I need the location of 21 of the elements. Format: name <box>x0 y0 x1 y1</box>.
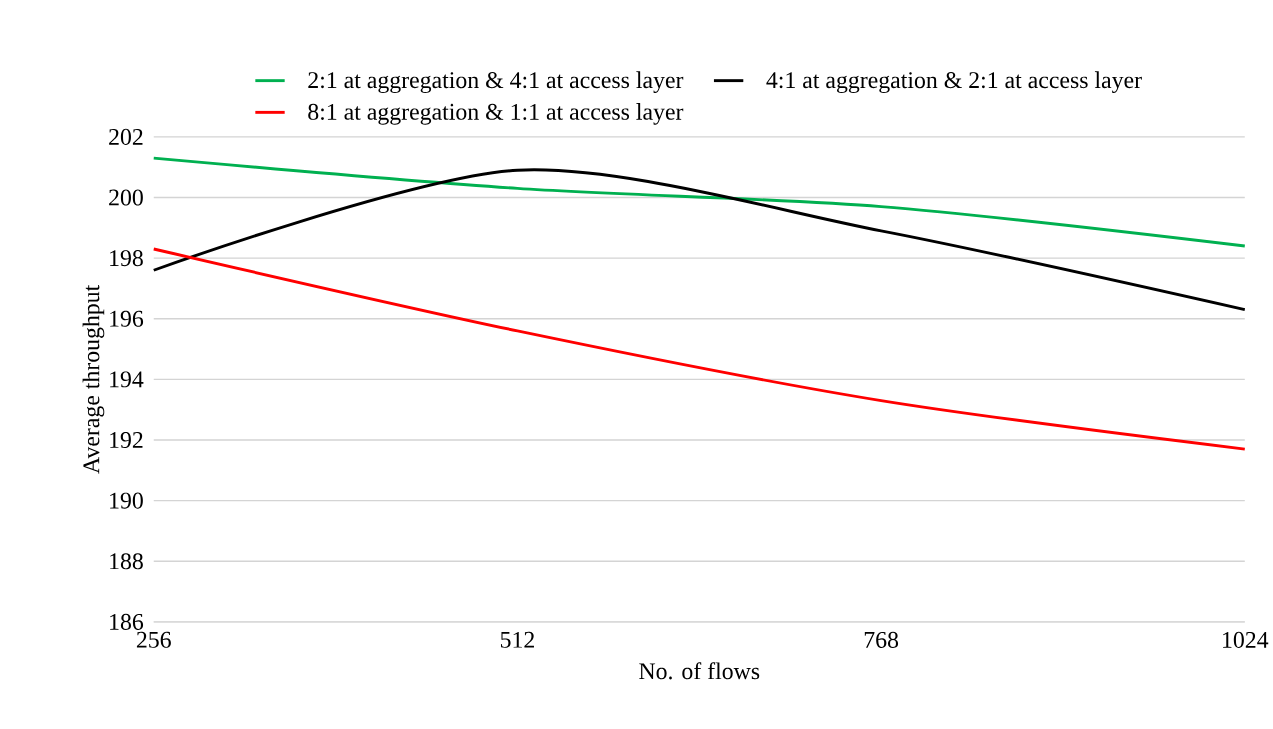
line-series <box>152 168 1247 312</box>
y-tick-label: 186 <box>110 613 144 630</box>
legend-label: 4:1 at aggregation & 2:1 at access layer <box>766 71 1142 94</box>
y-tick-label: 190 <box>110 492 143 509</box>
line-series <box>152 156 1247 248</box>
y-tick-label: 192 <box>110 432 143 448</box>
y-tick-label: 194 <box>110 371 144 388</box>
y-tick-label: 202 <box>109 128 143 145</box>
y-tick-label: 196 <box>110 310 144 327</box>
y-tick-label: 200 <box>109 189 143 206</box>
y-tick-label: 198 <box>110 250 143 267</box>
x-tick-label: 256 <box>136 631 171 648</box>
y-axis-title: Average throughput <box>82 284 105 474</box>
y-tick-label: 188 <box>110 553 143 570</box>
x-tick-label: 512 <box>500 631 534 648</box>
x-tick-label: 1024 <box>1223 631 1269 648</box>
line-series <box>152 247 1247 451</box>
x-axis-title: No. of flows <box>639 662 760 680</box>
legend-label: 2:1 at aggregation & 4:1 at access layer <box>308 71 684 94</box>
x-tick-label: 768 <box>864 631 899 648</box>
legend-label: 8:1 at aggregation & 1:1 at access layer <box>308 103 684 125</box>
